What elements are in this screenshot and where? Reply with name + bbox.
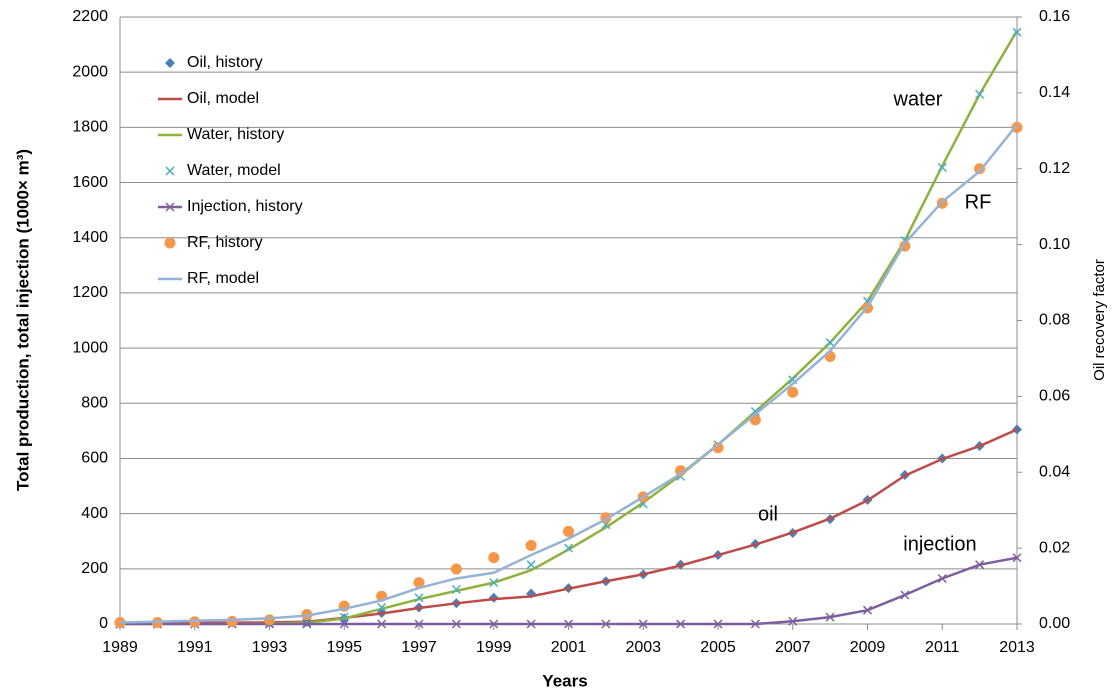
y-tick-label: 200 — [81, 560, 108, 577]
x-tick-label: 2003 — [625, 639, 661, 656]
marker-x — [451, 584, 461, 595]
y-tick-label: 1200 — [72, 284, 108, 301]
y2-tick-label: 0.04 — [1039, 463, 1070, 480]
y2-axis-title: Oil recovery factor — [1091, 259, 1108, 381]
marker-circle — [525, 539, 537, 551]
legend-label: RF, model — [187, 270, 259, 287]
annotation: injection — [903, 533, 976, 555]
marker-circle — [488, 552, 500, 564]
legend-label: Oil, history — [187, 54, 263, 71]
marker-x — [339, 619, 349, 629]
y2-tick-label: 0.02 — [1039, 539, 1070, 556]
marker-x — [165, 166, 175, 176]
y-tick-label: 400 — [81, 505, 108, 522]
marker-x — [451, 619, 461, 629]
x-tick-label: 2007 — [775, 639, 811, 656]
y2-tick-label: 0.12 — [1039, 160, 1070, 177]
marker-x — [563, 543, 574, 553]
marker-x — [750, 407, 760, 417]
legend-label: Injection, history — [187, 198, 303, 215]
marker-circle — [787, 386, 799, 398]
x-tick-label: 2009 — [850, 639, 886, 656]
marker-x — [825, 612, 835, 622]
marker-diamond — [165, 58, 175, 68]
x-tick-label: 1993 — [252, 639, 288, 656]
x-tick-label: 2013 — [999, 639, 1035, 656]
marker-x — [339, 612, 349, 622]
legend-label: RF, history — [187, 234, 263, 251]
marker-circle — [264, 614, 275, 626]
x-tick-label: 2011 — [925, 639, 960, 656]
marker-circle — [413, 577, 425, 589]
x-tick-label: 2001 — [551, 639, 587, 656]
y-tick-label: 800 — [81, 394, 108, 411]
x-tick-label: 2005 — [700, 639, 736, 656]
y-tick-label: 1600 — [72, 174, 108, 191]
annotation: water — [893, 88, 943, 110]
marker-x — [713, 619, 723, 629]
marker-circle — [563, 525, 574, 537]
marker-x — [975, 89, 985, 99]
marker-x — [489, 578, 499, 588]
marker-circle — [226, 615, 238, 627]
y-tick-label: 2200 — [72, 8, 108, 25]
marker-circle — [164, 237, 176, 249]
annotation: RF — [965, 191, 992, 213]
marker-x — [377, 619, 387, 629]
marker-x — [1012, 27, 1022, 37]
y2-tick-label: 0.08 — [1039, 312, 1070, 329]
x-tick-label: 1995 — [326, 639, 362, 656]
marker-x — [1012, 553, 1022, 563]
x-axis-title: Years — [542, 671, 587, 690]
legend-label: Oil, model — [187, 90, 259, 107]
marker-x — [788, 616, 798, 626]
y-tick-label: 1400 — [72, 229, 108, 246]
x-tick-label: 1999 — [476, 639, 512, 656]
x-tick-label: 1991 — [177, 639, 213, 656]
marker-x — [414, 619, 424, 629]
legend-label: Water, history — [187, 126, 284, 143]
y-tick-label: 1000 — [72, 339, 108, 356]
annotation: oil — [758, 503, 778, 525]
marker-x — [638, 619, 648, 629]
y-tick-label: 1800 — [72, 119, 108, 136]
marker-x — [377, 602, 387, 612]
marker-x — [750, 619, 760, 629]
y-axis-title: Total production, total injection (1000×… — [13, 149, 32, 491]
marker-x — [165, 202, 175, 212]
marker-x — [526, 619, 536, 629]
marker-x — [601, 619, 611, 629]
y2-tick-label: 0.14 — [1039, 84, 1070, 101]
marker-x — [302, 618, 312, 628]
y-tick-label: 600 — [81, 450, 108, 467]
y2-tick-label: 0.10 — [1039, 236, 1070, 253]
marker-x — [302, 619, 312, 629]
marker-circle — [450, 563, 462, 575]
marker-x — [526, 560, 536, 570]
marker-x — [489, 619, 499, 629]
marker-circle — [712, 442, 724, 454]
marker-x — [414, 593, 424, 603]
marker-x — [563, 619, 574, 629]
y-tick-label: 2000 — [72, 63, 108, 80]
marker-circle — [675, 465, 687, 477]
y-tick-label: 0 — [99, 615, 108, 632]
y2-tick-label: 0.06 — [1039, 388, 1070, 405]
marker-x — [862, 605, 873, 615]
marker-x — [975, 560, 985, 570]
x-tick-label: 1997 — [401, 639, 437, 656]
legend-label: Water, model — [187, 162, 281, 179]
marker-x — [825, 338, 835, 348]
y2-tick-label: 0.00 — [1039, 615, 1070, 632]
marker-x — [676, 619, 686, 629]
y2-tick-label: 0.16 — [1039, 8, 1070, 25]
marker-x — [900, 590, 910, 600]
marker-x — [937, 573, 947, 584]
marker-x — [937, 162, 947, 172]
x-tick-label: 1989 — [102, 639, 138, 656]
series-line — [119, 123, 1018, 624]
